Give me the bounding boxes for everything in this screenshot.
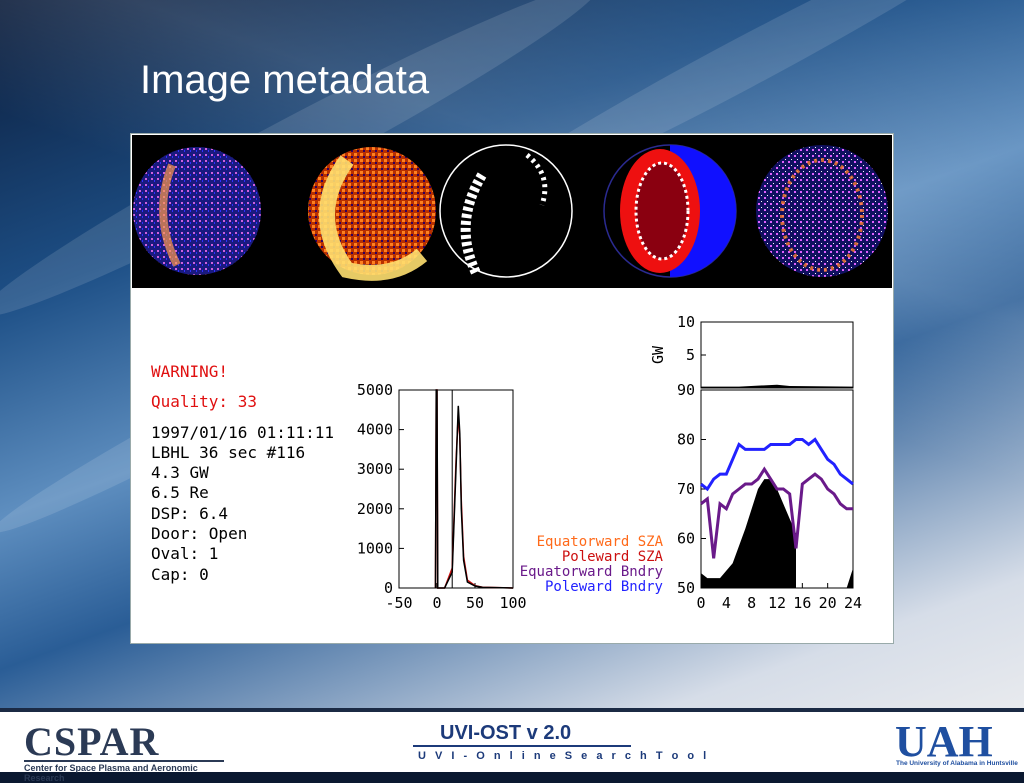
quality-label: Quality: 33 bbox=[151, 392, 257, 412]
info-door: Door: Open bbox=[151, 524, 248, 544]
boundary-ytick-label: 50 bbox=[677, 579, 695, 597]
uah-logo: UAH bbox=[895, 717, 993, 766]
legend-entry: Equatorward SZA bbox=[537, 534, 664, 550]
boundary-xtick-label: 20 bbox=[819, 594, 837, 612]
histogram-axes bbox=[398, 389, 514, 589]
histogram-xtick-label: -50 bbox=[385, 594, 412, 612]
slide-title: Image metadata bbox=[140, 58, 430, 102]
boundary-xtick-label: 4 bbox=[722, 594, 731, 612]
uvi-ost-subtitle: U V I - O n l i n e S e a r c h T o o l bbox=[418, 750, 710, 762]
boundary-series-line bbox=[700, 437, 854, 492]
boundary-xtick-label: 8 bbox=[747, 594, 756, 612]
histogram-xtick-label: 0 bbox=[432, 594, 441, 612]
boundary-ytick-label: 80 bbox=[677, 431, 695, 449]
sza-fill-area bbox=[846, 568, 853, 588]
cspar-subtitle: Center for Space Plasma and Aeronomic Re… bbox=[24, 760, 224, 783]
aurora-images bbox=[133, 144, 888, 281]
warning-label: WARNING! bbox=[151, 362, 229, 381]
info-timestamp: 1997/01/16 01:11:11 bbox=[151, 422, 335, 442]
info-cap: Cap: 0 bbox=[151, 564, 209, 584]
legend-entry: Equatorward Bndry bbox=[520, 564, 663, 580]
boundary-xtick-label: 0 bbox=[696, 594, 705, 612]
legend-entry: Poleward SZA bbox=[562, 549, 664, 565]
histogram-ytick-label: 3000 bbox=[357, 460, 393, 478]
info-filter: LBHL 36 sec #116 bbox=[151, 442, 306, 462]
gw-area bbox=[701, 384, 853, 388]
info-power: 4.3 GW bbox=[151, 463, 209, 483]
boundary-ytick-label: 60 bbox=[677, 530, 695, 548]
gw-ytick-label: 10 bbox=[677, 313, 695, 331]
histogram-ytick-label: 5000 bbox=[357, 381, 393, 399]
histogram-xtick-label: 100 bbox=[499, 594, 526, 612]
histogram-series-line bbox=[434, 389, 514, 589]
boundary-xtick-label: 24 bbox=[844, 594, 862, 612]
boundary-ytick-label: 70 bbox=[677, 480, 695, 498]
footer: CSPAR Center for Space Plasma and Aerono… bbox=[0, 708, 1024, 783]
cspar-logo: CSPAR bbox=[24, 719, 160, 764]
histogram-ytick-label: 2000 bbox=[357, 500, 393, 518]
info-distance: 6.5 Re bbox=[151, 483, 209, 503]
gw-axes bbox=[700, 321, 854, 389]
gw-ytick-label: 5 bbox=[686, 346, 695, 364]
aurora-image-strip bbox=[132, 135, 892, 288]
gw-ylabel: GW bbox=[649, 345, 667, 364]
aurora-image-4 bbox=[603, 144, 737, 278]
boundary-ytick-label: 90 bbox=[677, 381, 695, 399]
aurora-image-3 bbox=[439, 144, 573, 278]
legend-entry: Poleward Bndry bbox=[545, 579, 663, 595]
footer-divider bbox=[413, 745, 631, 747]
boundary-xtick-label: 16 bbox=[793, 594, 811, 612]
info-oval: Oval: 1 bbox=[151, 544, 219, 564]
boundary-series-line bbox=[700, 466, 853, 559]
info-dsp: DSP: 6.4 bbox=[151, 503, 229, 523]
sza-fill-area bbox=[701, 479, 796, 588]
metadata-panel: WARNING! Quality: 33 1997/01/16 01:11:11… bbox=[130, 133, 894, 644]
histogram-ytick-label: 1000 bbox=[357, 539, 393, 557]
histogram-ytick-label: 4000 bbox=[357, 421, 393, 439]
histogram-ytick-label: 0 bbox=[384, 579, 393, 597]
histogram-series-line bbox=[434, 389, 514, 589]
boundary-xtick-label: 12 bbox=[768, 594, 786, 612]
uvi-ost-title: UVI-OST v 2.0 bbox=[440, 722, 572, 744]
histogram-xtick-label: 50 bbox=[466, 594, 484, 612]
uah-subtitle: The University of Alabama in Huntsville bbox=[896, 760, 1018, 767]
image-info: WARNING! Quality: 33 1997/01/16 01:11:11… bbox=[151, 362, 334, 585]
